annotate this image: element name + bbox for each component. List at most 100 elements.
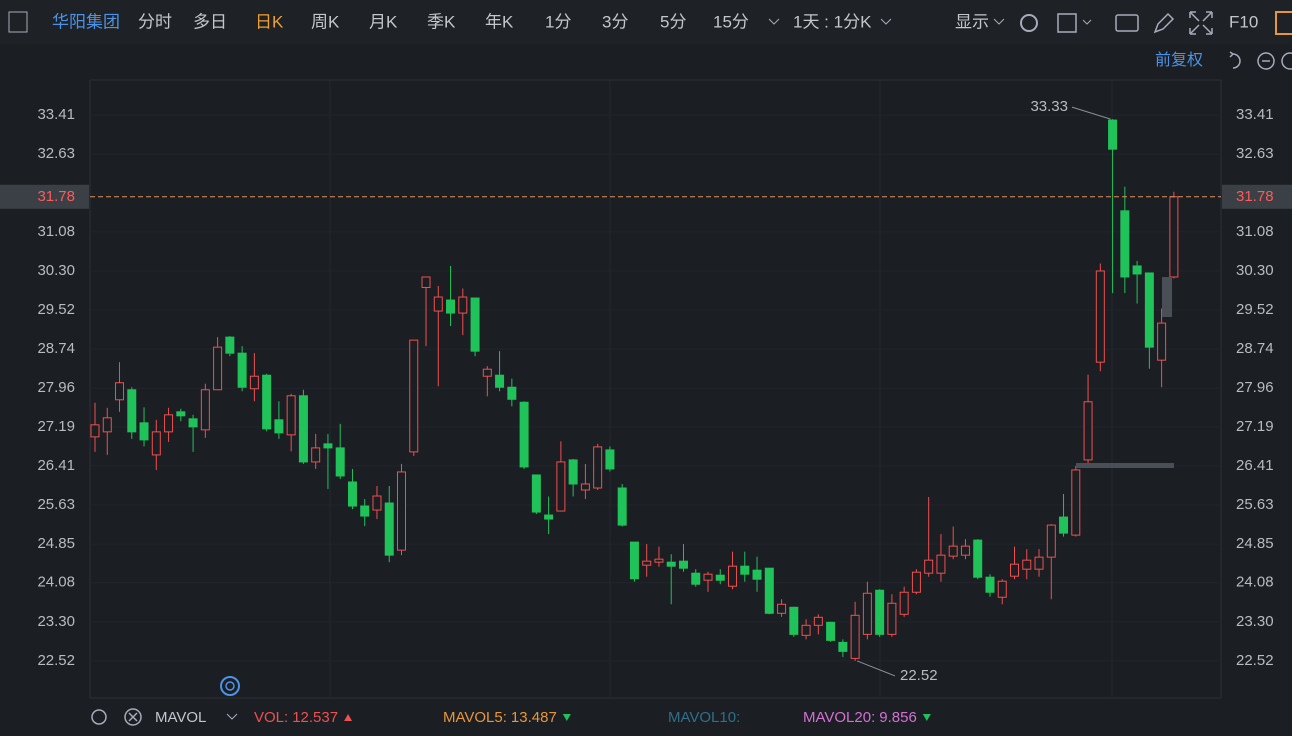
indicator-close[interactable]: [128, 712, 138, 722]
high-annotation: 33.33: [1030, 98, 1068, 115]
interval[interactable]: 1天 : 1分K: [793, 12, 872, 31]
y-tick-label: 27.96: [37, 379, 75, 396]
y-tick-label: 33.41: [1236, 106, 1274, 123]
candle-body: [813, 616, 823, 626]
indicator-value: 9.856: [879, 709, 917, 726]
y-tick-label: 24.85: [1236, 535, 1274, 552]
candle-body: [924, 559, 934, 574]
event-marker[interactable]: [225, 681, 235, 691]
candle-body: [715, 574, 725, 581]
dropdown-icon[interactable]: [768, 18, 780, 25]
candle-body: [568, 459, 578, 485]
candle-body: [617, 487, 627, 526]
y-tick-label: 28.74: [1236, 340, 1274, 357]
candle-body: [1022, 559, 1032, 570]
zoom-in-icon[interactable]: [1281, 52, 1292, 70]
display-menu[interactable]: 显示: [955, 12, 989, 31]
indicator-close[interactable]: [124, 708, 142, 726]
candle-body: [593, 446, 603, 489]
y-tick-label: 24.08: [37, 574, 75, 591]
f10-button[interactable]: F10: [1229, 12, 1258, 31]
plot: 22.52 22.52 23.30 23.30 24.08 24.08 24.85 24.85…: [0, 98, 1292, 684]
candle-body: [127, 389, 137, 433]
indicator-value: 13.487: [511, 709, 557, 726]
drawing-marker: [1162, 277, 1172, 317]
period-tab[interactable]: 周K: [311, 12, 340, 31]
indicator-value: 12.537: [292, 709, 338, 726]
period-tab[interactable]: 5分: [660, 12, 686, 31]
panel-icon[interactable]: [1275, 11, 1292, 35]
camera-icon[interactable]: [1115, 14, 1139, 32]
event-marker[interactable]: [220, 676, 240, 696]
sidebar-toggle[interactable]: [8, 11, 28, 33]
fullscreen-icon[interactable]: [1189, 11, 1213, 35]
dropdown-icon[interactable]: [880, 18, 892, 25]
candle-body: [740, 565, 750, 575]
undo-icon[interactable]: [1229, 51, 1241, 69]
trend-arrow: [562, 714, 571, 721]
candle-body: [936, 554, 946, 574]
period-tab[interactable]: 3分: [602, 12, 628, 31]
candle-body: [960, 545, 970, 556]
candle-body: [286, 395, 296, 436]
candle-body: [1108, 119, 1118, 150]
candle-body: [1059, 516, 1069, 534]
period-tab[interactable]: 年K: [485, 12, 514, 31]
candle-body: [629, 541, 639, 580]
candle-body: [642, 560, 652, 566]
dropdown-icon[interactable]: [993, 18, 1005, 25]
candle-body: [1010, 563, 1019, 577]
candle-body: [544, 514, 554, 520]
candle-body: [875, 589, 885, 635]
candle-body: [176, 411, 186, 417]
candle-body: [728, 565, 738, 587]
candle-body: [1034, 556, 1044, 570]
period-tab[interactable]: 1分: [545, 12, 571, 31]
candle-body: [826, 621, 836, 641]
candle-body: [323, 443, 333, 449]
adjust-mode[interactable]: 前复权: [1155, 51, 1203, 69]
price-tag: [0, 184, 89, 209]
candle-body: [1071, 469, 1081, 536]
period-tab[interactable]: 月K: [369, 12, 398, 31]
candle-body: [115, 382, 125, 401]
zoom-out-icon[interactable]: [1257, 52, 1275, 70]
dropdown-icon[interactable]: [1082, 19, 1092, 25]
settings-icon[interactable]: [1020, 14, 1038, 32]
indicator-label: MAVOL20:: [803, 709, 875, 726]
box-icon[interactable]: [1057, 13, 1077, 33]
indicator-name[interactable]: MAVOL: [155, 709, 206, 726]
candle-body: [298, 395, 308, 463]
period-tab[interactable]: 15分: [713, 12, 749, 31]
indicator-values: VOL: 12.537 MAVOL5: 13.487 MAVOL10: MAVOL20: 9…: [254, 709, 931, 726]
drawing-line: [1076, 463, 1174, 468]
candle-body: [164, 414, 174, 433]
dropdown-icon[interactable]: [226, 713, 238, 720]
y-tick-label: 22.52: [1236, 652, 1274, 669]
pen-icon[interactable]: [1153, 12, 1175, 34]
y-tick-label: 27.96: [1236, 379, 1274, 396]
candle-body: [482, 368, 492, 377]
candle-body: [911, 571, 921, 593]
candle-body: [666, 561, 676, 567]
candle-body: [1046, 524, 1056, 558]
candle-body: [262, 374, 272, 430]
stock-name[interactable]: 华阳集团: [52, 12, 120, 31]
period-tab[interactable]: 分时: [138, 12, 172, 31]
period-tab[interactable]: 日K: [255, 12, 284, 31]
candle-body: [899, 591, 909, 615]
indicator-settings[interactable]: [91, 709, 107, 725]
period-tab[interactable]: 多日: [193, 12, 227, 31]
period-tab[interactable]: 季K: [427, 12, 456, 31]
candle-body: [213, 346, 223, 391]
leader-line: [856, 660, 896, 677]
y-tick-label: 33.41: [37, 106, 75, 123]
candle-body: [1169, 196, 1179, 278]
period-tabs: 分时 多日 日K 周K 月K 季K 年K 1分 3分 5分 15分: [138, 12, 749, 31]
candle-body: [495, 374, 505, 388]
indicator-bar: [0, 700, 1292, 736]
candle-body: [789, 606, 799, 635]
candle-body: [985, 576, 995, 593]
